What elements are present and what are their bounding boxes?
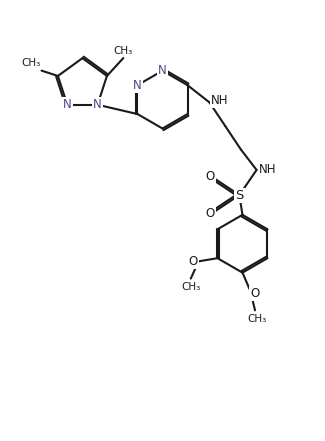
Text: CH₃: CH₃ xyxy=(114,46,133,56)
Text: N: N xyxy=(63,98,72,111)
Text: N: N xyxy=(93,98,102,111)
Text: O: O xyxy=(205,170,215,183)
Text: N: N xyxy=(133,78,142,92)
Text: CH₃: CH₃ xyxy=(247,314,266,324)
Text: S: S xyxy=(235,189,243,202)
Text: CH₃: CH₃ xyxy=(21,58,40,68)
Text: CH₃: CH₃ xyxy=(181,282,201,292)
Text: O: O xyxy=(188,255,198,268)
Text: O: O xyxy=(205,207,215,220)
Text: O: O xyxy=(250,287,260,300)
Text: NH: NH xyxy=(259,164,276,176)
Text: NH: NH xyxy=(211,94,228,107)
Text: N: N xyxy=(158,64,167,77)
